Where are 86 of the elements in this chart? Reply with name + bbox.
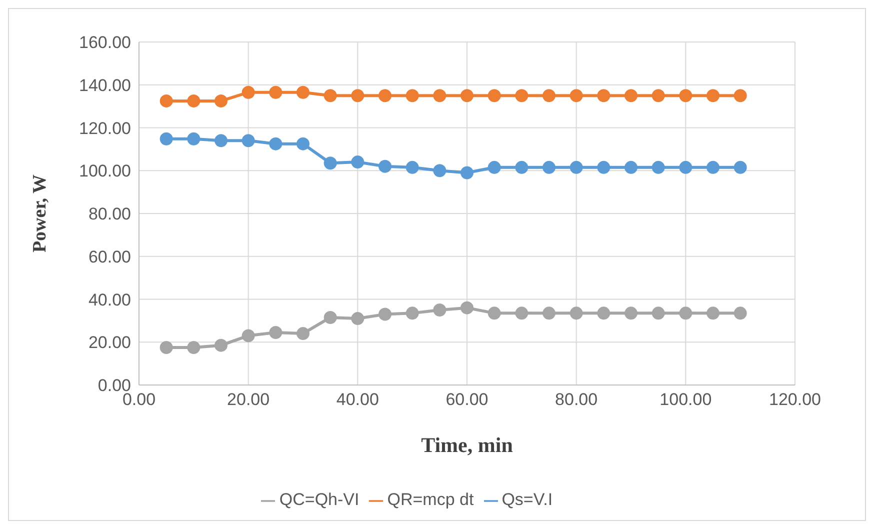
x-tick-label: 80.00: [555, 390, 598, 410]
y-tick-label: 20.00: [88, 333, 131, 352]
point: [406, 160, 419, 174]
legend-label: QR=mcp dt: [387, 490, 474, 509]
point: [652, 89, 665, 102]
point: [597, 306, 610, 320]
point: [324, 310, 337, 324]
point: [597, 89, 610, 102]
point: [570, 160, 583, 174]
point: [378, 89, 392, 102]
point: [734, 89, 747, 102]
point: [406, 89, 419, 102]
point: [214, 94, 228, 108]
point: [515, 160, 528, 174]
point: [351, 156, 364, 169]
point: [187, 94, 200, 108]
point: [187, 340, 200, 354]
point: [242, 134, 255, 148]
point: [679, 160, 692, 174]
point: [351, 312, 364, 326]
point: [652, 306, 665, 320]
x-tick-label: 20.00: [227, 390, 270, 410]
point: [269, 86, 282, 99]
point: [570, 89, 583, 102]
point: [706, 306, 720, 320]
point: [433, 164, 446, 178]
x-tick-label: 120.00: [769, 390, 821, 410]
point: [706, 160, 720, 174]
x-tick-label: 100.00: [660, 390, 712, 410]
point: [214, 338, 228, 352]
point: [324, 156, 337, 170]
point: [269, 137, 282, 150]
point: [378, 308, 392, 321]
point: [488, 89, 501, 102]
point: [679, 306, 692, 320]
point: [570, 306, 583, 320]
point: [515, 306, 528, 320]
point: [160, 94, 173, 108]
point: [378, 160, 392, 173]
point: [706, 89, 720, 102]
point: [515, 89, 528, 102]
point: [296, 137, 310, 150]
point: [542, 160, 556, 174]
y-tick-label: 60.00: [88, 247, 131, 266]
x-tick-label: 40.00: [336, 390, 379, 410]
x-tick-label: 0.00: [122, 390, 156, 410]
point: [433, 89, 446, 102]
y-tick-label: 160.00: [79, 33, 131, 52]
point: [296, 86, 310, 99]
point: [242, 329, 255, 342]
point: [542, 89, 556, 102]
point: [433, 303, 446, 316]
point: [351, 89, 364, 102]
point: [460, 301, 474, 314]
y-tick-label: 140.00: [79, 76, 131, 95]
point: [269, 326, 282, 339]
point: [160, 132, 173, 146]
point: [488, 306, 501, 320]
point: [652, 160, 665, 174]
point: [242, 86, 255, 99]
point: [542, 306, 556, 320]
x-tick-label: 60.00: [446, 390, 488, 410]
point: [734, 160, 747, 174]
y-tick-label: 120.00: [79, 118, 131, 138]
x-axis-title: Time, min: [421, 433, 514, 457]
point: [460, 89, 474, 102]
y-tick-label: 100.00: [79, 162, 131, 181]
y-tick-label: 40.00: [88, 290, 131, 310]
point: [296, 327, 310, 340]
point: [734, 306, 747, 320]
point: [488, 160, 501, 174]
point: [187, 132, 200, 146]
legend-label: QC=Qh-VI: [279, 490, 360, 509]
y-tick-label: 80.00: [88, 204, 131, 224]
point: [406, 306, 419, 320]
point: [597, 160, 610, 174]
point: [624, 160, 638, 174]
point: [214, 134, 228, 148]
point: [160, 340, 173, 354]
point: [624, 306, 638, 320]
point: [460, 166, 474, 180]
legend-label: Qs=V.I: [502, 490, 553, 509]
y-axis-title: Power, W: [30, 174, 51, 253]
point: [624, 89, 638, 102]
point: [679, 89, 692, 102]
point: [324, 89, 337, 102]
